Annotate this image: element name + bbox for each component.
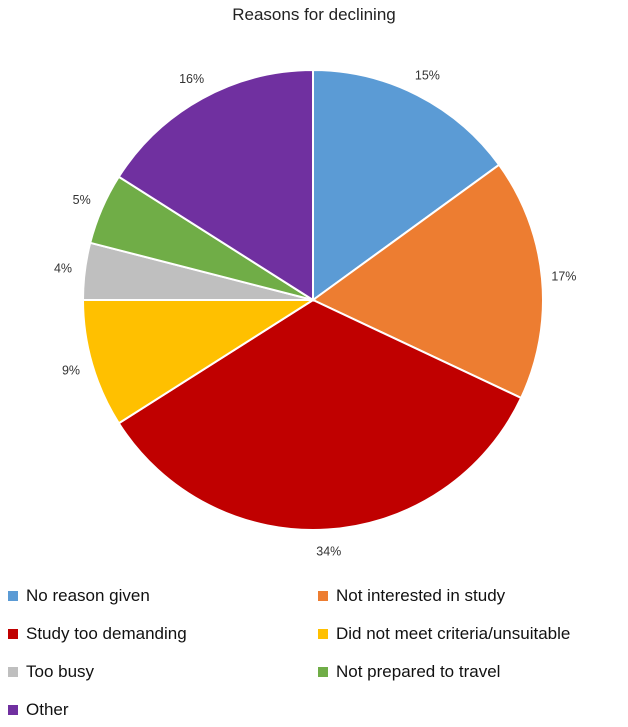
legend-item-did-not-meet-criteria-unsuitable: Did not meet criteria/unsuitable	[318, 624, 570, 643]
legend-swatch	[318, 591, 328, 601]
pie-slices	[81, 68, 544, 531]
legend-item-too-busy: Too busy	[8, 662, 95, 681]
legend-swatch	[318, 629, 328, 639]
legend-label: Too busy	[26, 662, 95, 681]
data-label-not-prepared-to-travel: 5%	[73, 193, 91, 207]
legend-item-not-interested-in-study: Not interested in study	[318, 586, 506, 605]
pie-slice-not-interested-in-study	[311, 163, 544, 400]
legend: No reason given Not interested in study St…	[8, 586, 570, 719]
pie-slice-other	[117, 68, 314, 302]
data-label-too-busy: 4%	[54, 261, 72, 275]
legend-label: Not prepared to travel	[336, 662, 500, 681]
pie-slice-study-too-demanding	[117, 298, 523, 531]
pie-slice-no-reason-given	[312, 68, 501, 302]
chart-title: Reasons for declining	[232, 5, 395, 24]
legend-swatch	[8, 667, 18, 677]
data-labels: 15% 17% 34% 9% 4% 5% 16%	[54, 69, 576, 559]
data-label-other: 16%	[179, 72, 204, 86]
data-label-not-interested-in-study: 17%	[551, 269, 576, 283]
pie-slice-did-not-meet-criteria-unsuitable	[81, 299, 317, 425]
legend-item-study-too-demanding: Study too demanding	[8, 624, 187, 643]
legend-label: Study too demanding	[26, 624, 187, 643]
legend-swatch	[318, 667, 328, 677]
data-label-study-too-demanding: 34%	[316, 545, 341, 559]
legend-label: Not interested in study	[336, 586, 506, 605]
legend-swatch	[8, 591, 18, 601]
legend-label: Did not meet criteria/unsuitable	[336, 624, 570, 643]
data-label-did-not-meet-criteria-unsuitable: 9%	[62, 363, 80, 377]
legend-item-no-reason-given: No reason given	[8, 586, 150, 605]
legend-item-not-prepared-to-travel: Not prepared to travel	[318, 662, 500, 681]
legend-swatch	[8, 629, 18, 639]
legend-label: No reason given	[26, 586, 150, 605]
legend-swatch	[8, 705, 18, 715]
legend-label: Other	[26, 700, 69, 719]
data-label-no-reason-given: 15%	[415, 69, 440, 83]
legend-item-other: Other	[8, 700, 69, 719]
